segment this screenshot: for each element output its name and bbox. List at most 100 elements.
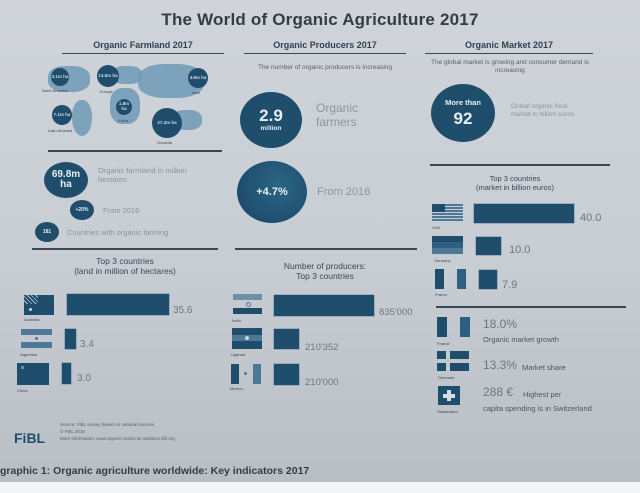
farmland-total-badge: 69.8m ha	[44, 162, 88, 198]
fibl-logo: FiBL	[14, 430, 46, 446]
farmland-total-text: Organic farmland in million hectares	[98, 166, 187, 185]
value-uganda: 210'352	[305, 342, 339, 353]
fact-flag-switzerland-icon	[438, 386, 460, 405]
label-europe: Europe	[100, 89, 113, 94]
label-asia: Asia	[192, 90, 200, 95]
farmland-growth-badge: +20%	[70, 200, 94, 220]
flag-uganda-icon	[232, 328, 262, 349]
value-argentina: 3.4	[80, 339, 94, 350]
fact-value-share: 13.3%	[483, 358, 518, 372]
fact-label-france: France	[437, 341, 450, 346]
bubble-north-america: 3.1m ha	[51, 68, 69, 86]
fact-value-spending: 288 €	[483, 385, 514, 399]
farmland-total-unit: ha	[60, 179, 72, 190]
bar-uganda	[274, 329, 299, 349]
flag-mexico-icon	[231, 364, 261, 384]
flag-argentina-icon	[21, 329, 52, 349]
market-divider-2	[436, 306, 626, 308]
fact-value-growth: 18.0%	[483, 317, 518, 331]
market-size-badge: More than 92	[431, 84, 495, 142]
value-france: 7.9	[502, 279, 518, 291]
producers-growth-text: From 2016	[317, 186, 371, 198]
fact-flag-denmark-icon	[437, 351, 469, 371]
fact-text-growth: Organic market growth	[483, 335, 559, 344]
label-india: India	[232, 318, 241, 323]
producers-count-text: Organic farmers	[316, 101, 359, 129]
bar-usa	[474, 204, 574, 223]
label-argentina: Argentina	[20, 352, 38, 357]
label-australia: Australia	[24, 317, 40, 322]
farmland-divider-1	[48, 150, 222, 152]
producers-count-unit: million	[260, 125, 282, 133]
fact-text-share: Market share	[522, 363, 566, 372]
value-usa: 40.0	[580, 212, 602, 224]
bar-france	[479, 270, 497, 289]
bar-argentina	[65, 329, 76, 349]
farmland-heading: Organic Farmland 2017	[62, 40, 224, 54]
flag-australia-icon	[24, 295, 54, 315]
farmland-total-value: 69.8m	[51, 169, 81, 180]
bubble-asia: 4.9m ha	[188, 68, 208, 88]
fact-flag-france-icon	[437, 317, 470, 337]
market-heading: Organic Market 2017	[425, 40, 593, 54]
flag-china-icon	[17, 363, 49, 385]
label-france: France	[435, 292, 448, 297]
world-map: 3.1m ha North America 13.5m ha Europe 4.…	[40, 62, 215, 145]
bar-australia	[67, 294, 169, 315]
value-australia: 35.6	[173, 305, 193, 316]
producers-top3-heading: Number of producers: Top 3 countries	[283, 261, 367, 282]
page-edge	[0, 482, 640, 493]
bubble-africa: 1.8m ha	[116, 99, 132, 115]
bubble-oceania: 27.3m ha	[152, 108, 182, 138]
flag-india-icon	[233, 294, 262, 314]
producers-intro: The number of organic producers is incre…	[257, 64, 393, 71]
farmland-top3-heading: Top 3 countries (land in million of hect…	[74, 256, 176, 277]
market-top3-heading: Top 3 countries (market in billion euros…	[476, 174, 554, 192]
value-india: 835'000	[379, 307, 413, 318]
infographic-page: The World of Organic Agriculture 2017 Or…	[0, 0, 640, 482]
bar-mexico	[274, 364, 299, 385]
flag-germany-icon	[432, 236, 463, 254]
producers-heading: Organic Producers 2017	[244, 40, 406, 54]
label-china: China	[17, 388, 28, 393]
producers-count-badge: 2.9 million	[240, 92, 302, 148]
label-uganda: Uganda	[231, 352, 246, 357]
bubble-latin-america: 7.1m ha	[52, 105, 72, 125]
fact-text-spending-2: capita spending is in Switzerland	[483, 404, 592, 413]
bubble-europe: 13.5m ha	[97, 65, 119, 87]
market-intro: The global market is growing and consume…	[431, 59, 589, 75]
label-latin-america: Latin America	[48, 128, 73, 133]
flag-usa-icon	[432, 204, 463, 222]
market-size-value: 92	[453, 108, 473, 128]
flag-france-icon	[435, 269, 466, 289]
label-germany: Germany	[434, 258, 451, 263]
page-title: The World of Organic Agriculture 2017	[161, 10, 479, 29]
market-divider-1	[430, 164, 610, 166]
fact-text-spending-1: Highest per	[523, 390, 562, 399]
farmland-growth-text: From 2016	[103, 206, 140, 215]
bar-india	[274, 295, 374, 316]
value-germany: 10.0	[509, 244, 531, 256]
producers-divider	[235, 248, 417, 250]
land-europe	[112, 66, 142, 84]
market-size-text: Global organic food market in billion eu…	[511, 103, 575, 119]
countries-text: Countries with organic farming	[67, 228, 169, 237]
farmland-divider-2	[32, 248, 218, 250]
label-africa: Africa	[118, 118, 129, 123]
market-size-prefix: More than	[445, 98, 481, 108]
fact-label-denmark: Denmark	[438, 375, 455, 380]
source-note: Source: FiBL survey based on national so…	[60, 422, 175, 441]
land-south-america	[72, 100, 92, 136]
countries-badge: 181	[35, 222, 59, 242]
label-mexico: Mexico	[230, 386, 243, 391]
label-oceania: Oceania	[157, 140, 172, 145]
fact-label-switzerland: Switzerland	[437, 409, 458, 414]
producers-count-value: 2.9	[259, 106, 283, 126]
producers-growth-badge: +4.7%	[237, 161, 307, 223]
label-north-america: North America	[42, 88, 68, 93]
value-mexico: 210'000	[305, 377, 339, 388]
label-usa: USA	[432, 225, 441, 230]
bar-china	[62, 363, 71, 384]
figure-caption: graphic 1: Organic agriculture worldwide…	[0, 465, 310, 477]
bar-germany	[476, 237, 501, 255]
